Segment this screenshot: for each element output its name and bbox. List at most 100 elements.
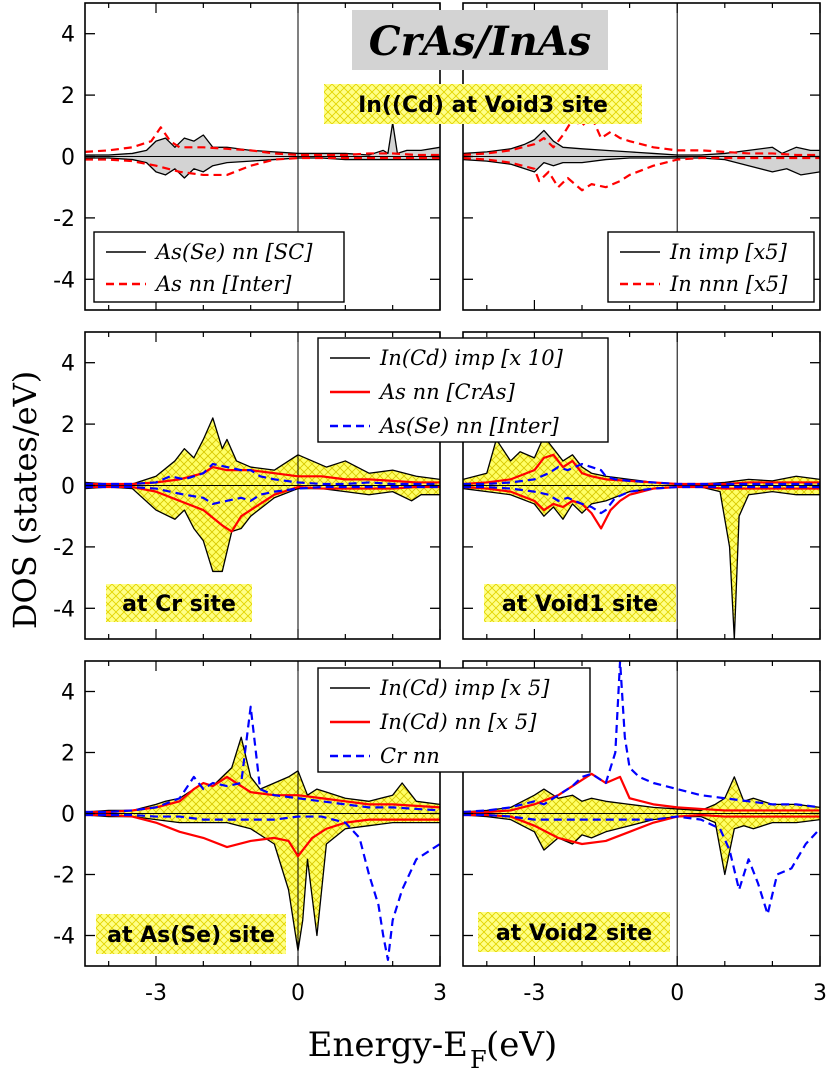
plot-area-p3 [85, 332, 440, 639]
series-line-p6-3 [463, 813, 820, 846]
legend-box-p1 [93, 231, 345, 303]
series-line-p4-3 [463, 485, 820, 530]
series-line-p1-3 [85, 156, 440, 177]
badge-label-p4: at Void1 site [502, 592, 658, 617]
legend-label-p2-0: In imp [x5] [669, 240, 788, 264]
x-axis-title: Energy-E [308, 1025, 468, 1065]
series-line-p1-0 [85, 122, 440, 156]
legend-p2: In imp [x5] In nnn [x5] [607, 231, 815, 303]
panel-p5: -4 -2 0 2 4 -3 0 3 [53, 660, 447, 1006]
y-tick-label-p1: 0 [61, 146, 75, 171]
legend-label-row1-0: In(Cd) imp [x 10] [379, 346, 564, 370]
badge-p6: at Void2 site [478, 912, 670, 952]
dos-fill-p3-1 [85, 485, 440, 572]
dos-fill-p2-0 [463, 130, 820, 157]
y-tick-label-p5: -2 [53, 864, 75, 889]
y-tick-label-p3: -4 [53, 597, 75, 622]
plot-area-p1 [85, 3, 440, 310]
plot-area-p4 [463, 332, 820, 639]
series-line-p6-2 [463, 772, 820, 814]
panels-layer: -4 -2 0 2 4 -4 -2 0 2 4 -4 -2 0 2 4 -3 0 3 -3 0 3 [53, 2, 827, 1006]
dos-fill-p4-0 [463, 436, 820, 486]
legend-label-row1-2: As(Se) nn [Inter] [378, 414, 559, 438]
figure-title-group: CrAs/InAs [352, 10, 608, 70]
legend-p1: As(Se) nn [SC] As nn [Inter] [93, 231, 345, 303]
legend-row2: In(Cd) imp [x 5] In(Cd) nn [x 5] Cr nn [317, 667, 591, 773]
plot-area-p5 [85, 661, 440, 966]
x-tick-label-p6: -3 [523, 981, 545, 1006]
series-line-p2-0 [463, 129, 820, 156]
panel-p1: -4 -2 0 2 4 [53, 2, 441, 311]
legend-label-p1-1: As nn [Inter] [154, 272, 292, 296]
y-tick-label-p5: 2 [61, 742, 75, 767]
badge-label-p3: at Cr site [122, 592, 236, 617]
badge-p4: at Void1 site [484, 584, 676, 622]
badge-background-p4 [484, 584, 676, 622]
badge-p3: at Cr site [106, 584, 252, 622]
legend-box-p2 [607, 231, 815, 303]
series-line-p3-5 [85, 485, 440, 506]
legend-label-row2-1: In(Cd) nn [x 5] [379, 710, 537, 734]
panel-p4 [462, 331, 821, 640]
y-tick-label-p5: 4 [61, 681, 75, 706]
series-line-p6-4 [463, 661, 820, 814]
y-tick-label-p1: -2 [53, 207, 75, 232]
y-tick-label-p1: -4 [53, 268, 75, 293]
series-line-p5-5 [85, 813, 440, 962]
x-axis-title-unit: (eV) [486, 1025, 557, 1065]
legend-label-row2-2: Cr nn [380, 744, 440, 768]
x-tick-label-p5: 0 [291, 981, 305, 1006]
overlays-layer: In((Cd) at Void3 site at Cr site at Void1 … [93, 84, 815, 954]
y-tick-label-p3: 2 [61, 413, 75, 438]
series-line-p1-2 [85, 126, 440, 157]
dos-fill-p4-1 [463, 485, 820, 639]
badge-background-p6 [478, 912, 670, 952]
badge-background-p1 [324, 84, 642, 124]
series-line-p6-0 [463, 776, 820, 813]
y-tick-label-p3: -2 [53, 536, 75, 561]
badge-p1: In((Cd) at Void3 site [324, 84, 642, 124]
legend-label-row1-1: As nn [CrAs] [378, 380, 516, 404]
dos-fill-p3-0 [85, 417, 440, 486]
badge-background-p3 [106, 584, 252, 622]
series-line-p3-1 [85, 486, 440, 573]
series-line-p2-3 [463, 156, 820, 192]
series-line-p3-0 [85, 417, 440, 485]
series-line-p3-4 [85, 462, 440, 486]
y-axis-title: DOS (states/eV) [6, 371, 44, 629]
series-line-p4-1 [463, 486, 820, 639]
series-line-p5-3 [85, 813, 440, 858]
legend-label-row2-0: In(Cd) imp [x 5] [379, 676, 550, 700]
legend-box-row2 [317, 667, 591, 773]
y-tick-label-p5: -4 [53, 925, 75, 950]
series-line-p3-3 [85, 485, 440, 533]
badge-p5: at As(Se) site [96, 914, 286, 954]
dos-fill-p1-1 [85, 156, 440, 178]
figure-title-background [352, 10, 608, 70]
series-line-p5-0 [85, 736, 440, 813]
y-tick-label-p3: 0 [61, 475, 75, 500]
series-line-p5-4 [85, 705, 440, 814]
badge-label-p6: at Void2 site [496, 921, 652, 946]
x-tick-label-p5: -3 [145, 981, 167, 1006]
series-line-p4-2 [463, 453, 820, 486]
series-line-p2-1 [463, 157, 820, 176]
plot-area-p6 [463, 661, 820, 966]
series-line-p2-2 [463, 115, 820, 157]
panel-p3: -4 -2 0 2 4 [53, 331, 441, 640]
badge-label-p5: at As(Se) site [107, 923, 275, 948]
series-line-p5-1 [85, 814, 440, 952]
series-line-p6-1 [463, 814, 820, 876]
x-axis-title-subscript: F [470, 1046, 487, 1074]
series-line-p4-4 [463, 462, 820, 486]
y-tick-label-p3: 4 [61, 352, 75, 377]
badge-label-p1: In((Cd) at Void3 site [358, 93, 608, 118]
plot-area-p2 [463, 3, 820, 310]
legend-box-row1 [317, 337, 609, 443]
x-tick-label-p6: 3 [813, 981, 827, 1006]
dos-fill-p1-0 [85, 122, 440, 157]
y-tick-label-p5: 0 [61, 803, 75, 828]
series-line-p1-1 [85, 157, 440, 179]
figure-title: CrAs/InAs [369, 18, 591, 65]
